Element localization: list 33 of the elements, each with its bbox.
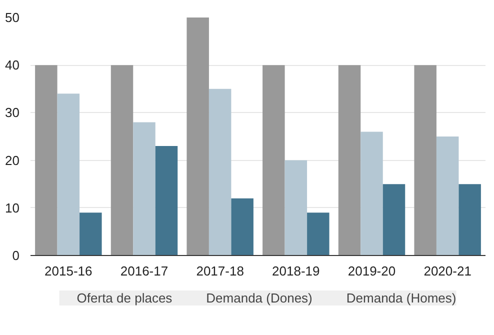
bar bbox=[458, 184, 481, 256]
bar bbox=[35, 65, 58, 256]
bar bbox=[284, 160, 308, 256]
x-tick-label: 2017-18 bbox=[196, 264, 244, 278]
bar bbox=[307, 212, 330, 256]
bar bbox=[360, 132, 383, 256]
text: Oferta de places bbox=[76, 290, 172, 306]
y-tick-label: 10 bbox=[5, 200, 20, 216]
bar bbox=[110, 65, 134, 256]
bar bbox=[414, 65, 436, 256]
text: Demanda (Dones) bbox=[206, 290, 312, 306]
text: Demanda (Homes) bbox=[346, 290, 456, 306]
bar bbox=[155, 146, 178, 256]
x-tick-label: 2019-20 bbox=[348, 264, 396, 278]
bar bbox=[133, 122, 156, 256]
x-tick-label: 2015-16 bbox=[44, 264, 92, 278]
bar bbox=[262, 65, 285, 256]
bar bbox=[338, 65, 361, 256]
bar bbox=[186, 18, 209, 256]
y-tick-label: 30 bbox=[5, 105, 20, 120]
bar bbox=[208, 88, 232, 256]
x-tick-label: 2016-17 bbox=[120, 264, 168, 278]
y-tick-label: 0 bbox=[12, 248, 20, 263]
bar bbox=[80, 212, 102, 256]
x-tick-label: 2020-21 bbox=[424, 264, 472, 278]
bar bbox=[57, 94, 80, 256]
bar bbox=[436, 136, 459, 256]
bar bbox=[231, 198, 254, 256]
bar bbox=[382, 184, 406, 256]
x-tick-label: 2018-19 bbox=[272, 264, 320, 278]
y-tick-label: 20 bbox=[5, 152, 20, 168]
y-tick-label: 40 bbox=[5, 58, 20, 73]
y-tick-label: 50 bbox=[5, 10, 20, 25]
